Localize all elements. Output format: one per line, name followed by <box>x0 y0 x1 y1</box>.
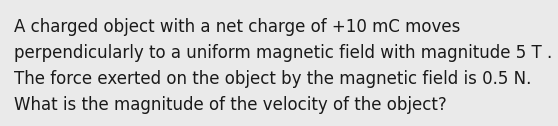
Text: The force exerted on the object by the magnetic field is 0.5 N.: The force exerted on the object by the m… <box>14 70 531 88</box>
Text: A charged object with a net charge of +10 mC moves: A charged object with a net charge of +1… <box>14 18 460 36</box>
Text: perpendicularly to a uniform magnetic field with magnitude 5 T .: perpendicularly to a uniform magnetic fi… <box>14 44 552 62</box>
Text: What is the magnitude of the velocity of the object?: What is the magnitude of the velocity of… <box>14 96 447 114</box>
